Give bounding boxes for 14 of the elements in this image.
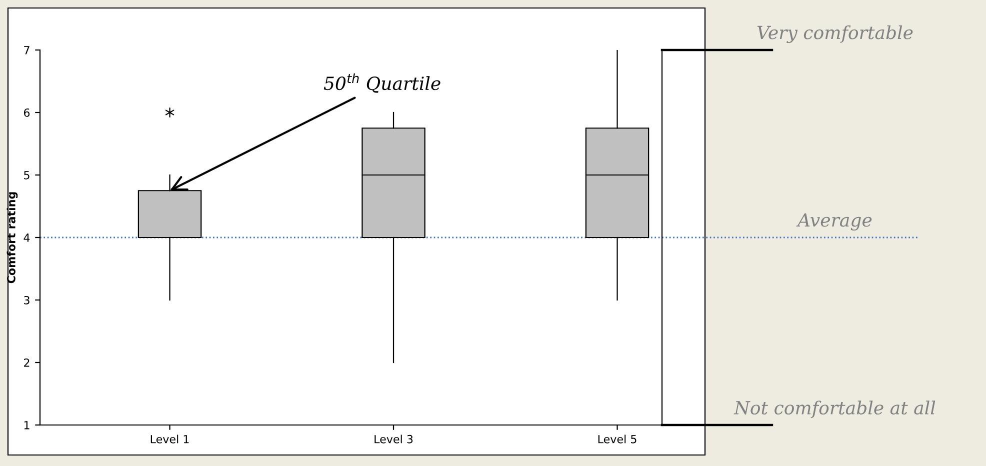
x-tick-label: Level 5: [598, 434, 636, 444]
x-tick-label: Level 1: [150, 434, 189, 444]
ref-line-label: Average: [796, 213, 872, 231]
y-tick-label: 3: [24, 296, 30, 304]
ref-line-label: Very comfortable: [757, 25, 913, 44]
y-tick-label: 2: [24, 358, 30, 367]
annotation: 50$^{th}$ Quartile: [324, 73, 440, 93]
ref-line-label: Not comfortable at all: [734, 400, 936, 418]
x-tick-label: Level 3: [374, 434, 413, 444]
y-tick-label: 6: [24, 108, 30, 117]
y-tick-label: 5: [24, 171, 30, 180]
y-tick-label: 4: [24, 234, 30, 242]
y-tick-label: 7: [24, 46, 30, 54]
y-tick-label: 1: [24, 421, 30, 430]
